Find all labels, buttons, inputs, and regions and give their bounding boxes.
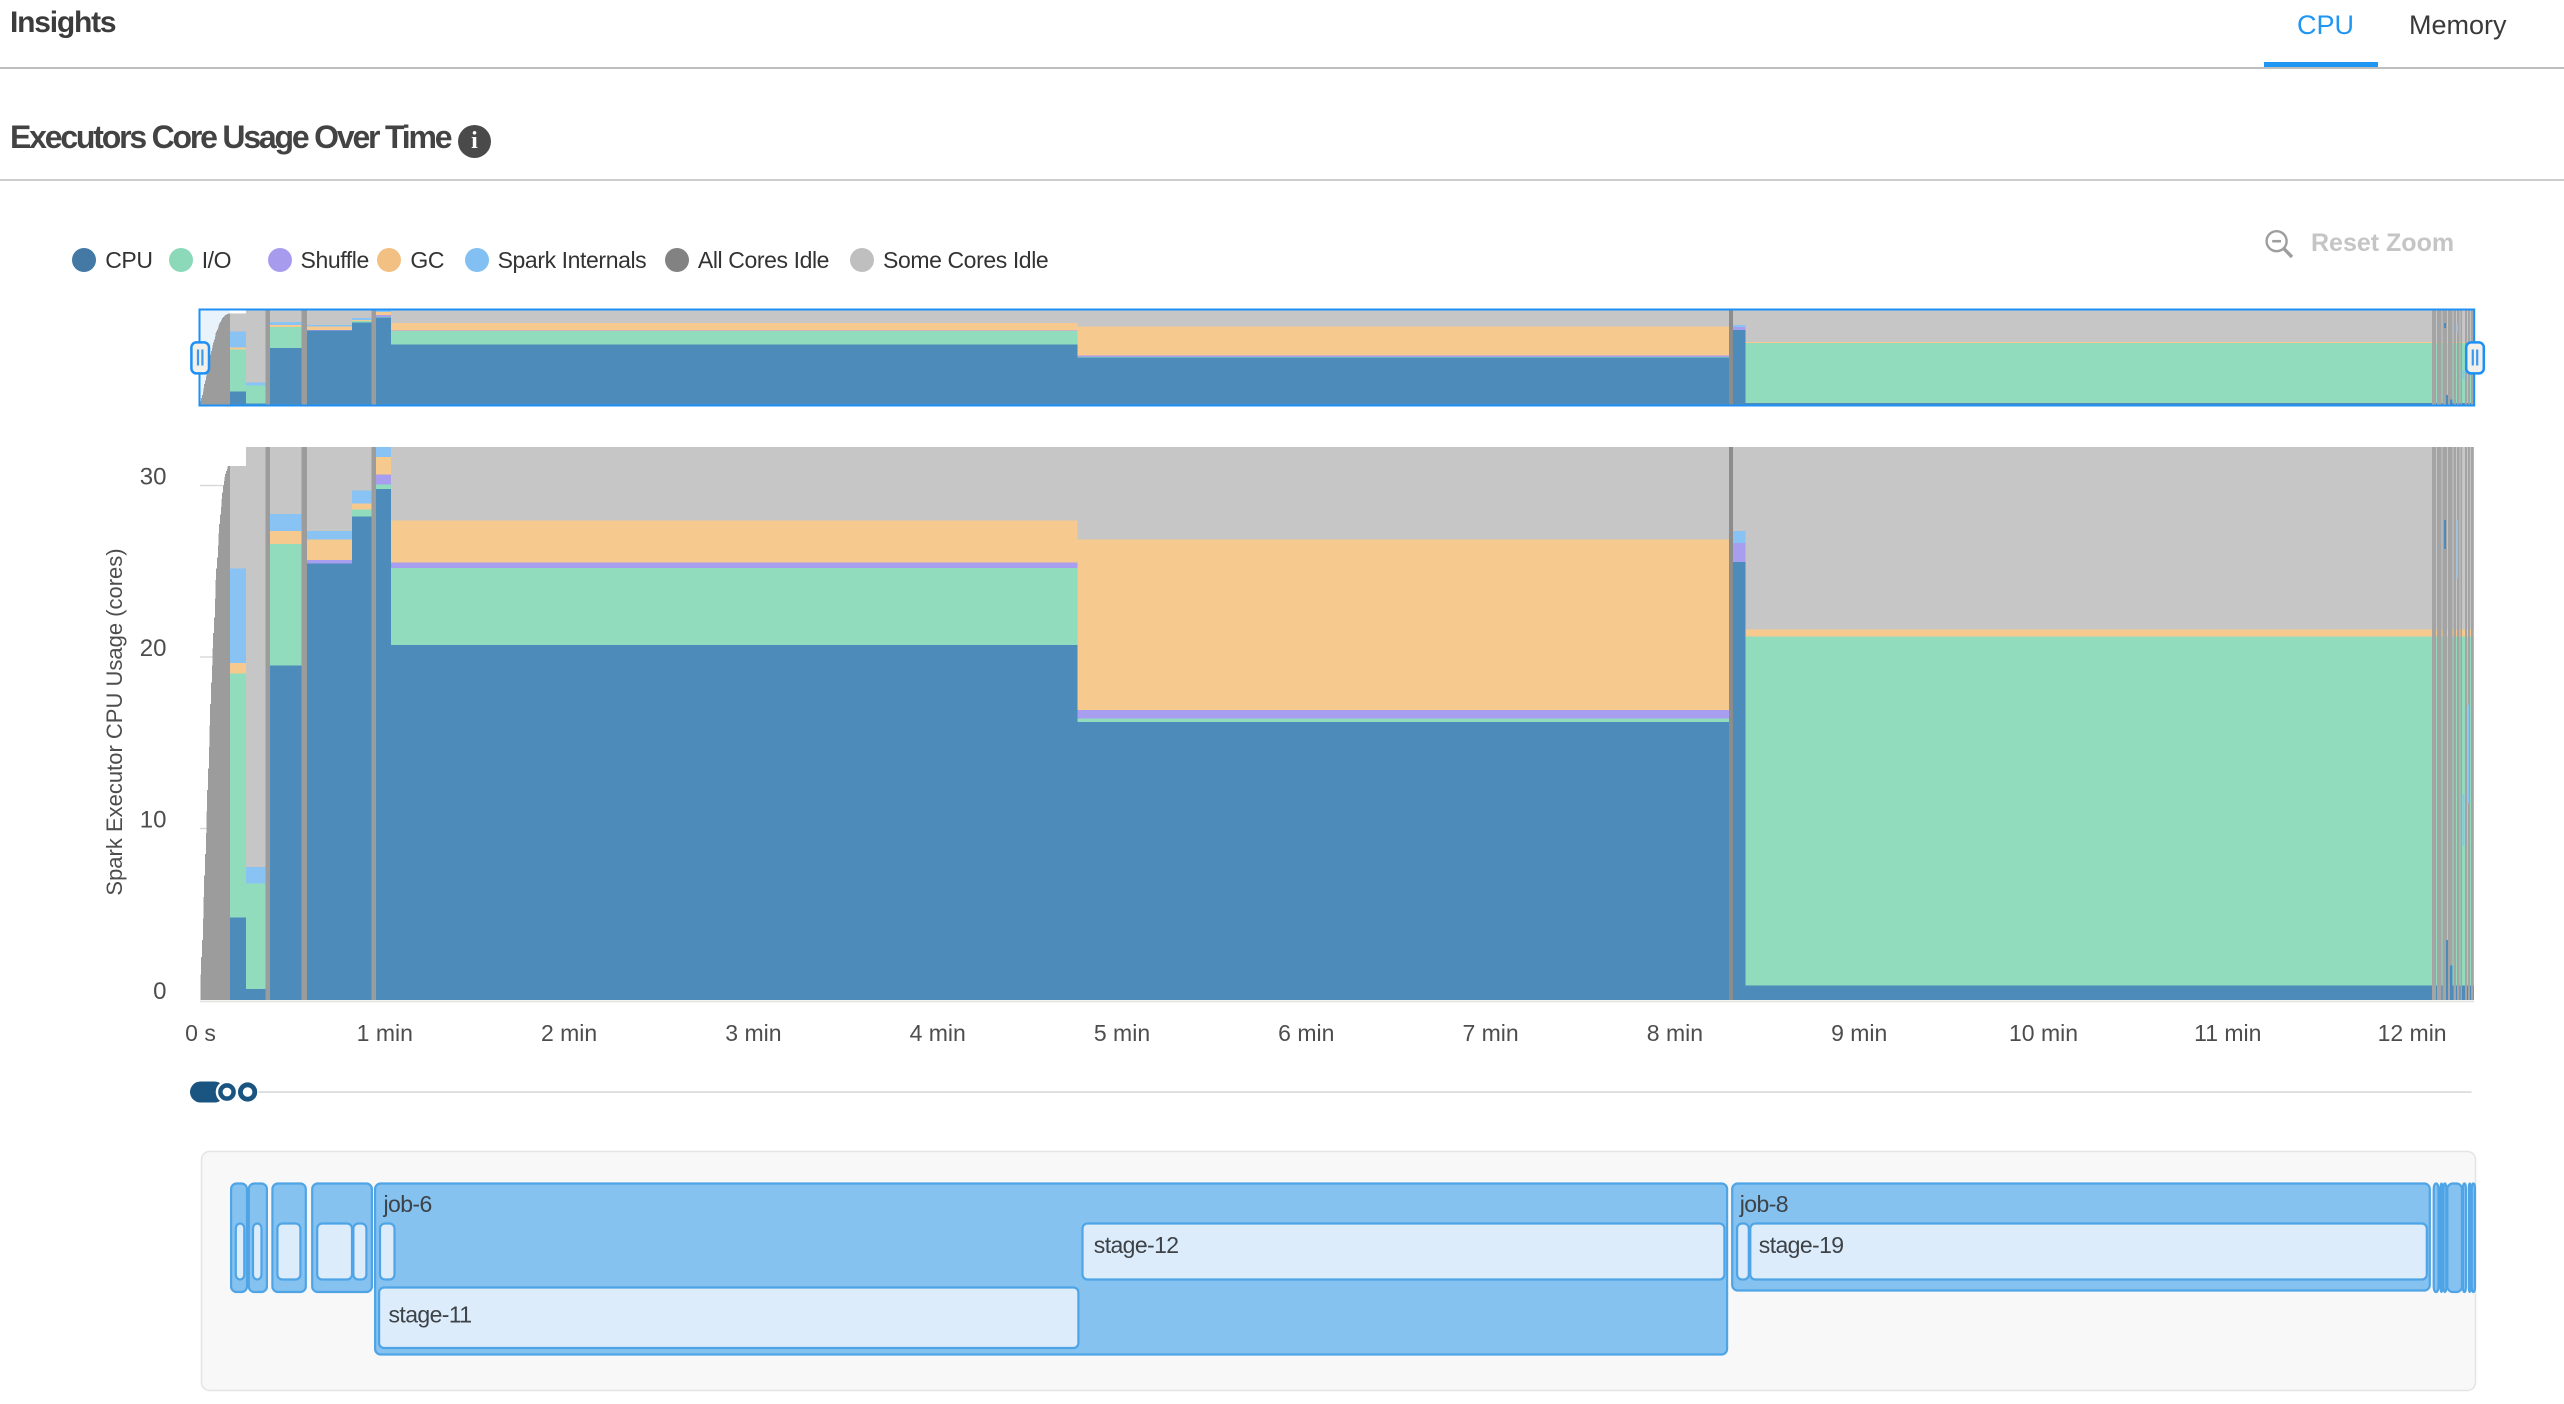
svg-text:10 min: 10 min — [2009, 1020, 2078, 1046]
svg-text:2 min: 2 min — [541, 1020, 597, 1046]
svg-text:6 min: 6 min — [1278, 1020, 1334, 1046]
svg-text:20: 20 — [140, 635, 167, 662]
svg-text:3 min: 3 min — [725, 1020, 781, 1046]
svg-text:stage-19: stage-19 — [1759, 1232, 1844, 1258]
svg-text:job-8: job-8 — [1739, 1191, 1788, 1217]
svg-text:11 min: 11 min — [2194, 1020, 2261, 1046]
svg-text:0 s: 0 s — [185, 1020, 216, 1046]
svg-text:8 min: 8 min — [1647, 1020, 1703, 1046]
svg-text:stage-12: stage-12 — [1094, 1232, 1179, 1258]
svg-text:4 min: 4 min — [910, 1020, 966, 1046]
svg-text:0: 0 — [153, 978, 166, 1005]
svg-text:1 min: 1 min — [357, 1020, 413, 1046]
svg-text:9 min: 9 min — [1831, 1020, 1887, 1046]
svg-text:12 min: 12 min — [2378, 1020, 2447, 1046]
svg-text:Spark Executor CPU Usage (core: Spark Executor CPU Usage (cores) — [102, 548, 127, 895]
svg-text:stage-11: stage-11 — [389, 1302, 472, 1328]
svg-text:job-6: job-6 — [383, 1191, 432, 1217]
svg-text:30: 30 — [140, 464, 167, 491]
svg-text:5 min: 5 min — [1094, 1020, 1150, 1046]
svg-text:7 min: 7 min — [1462, 1020, 1518, 1046]
svg-text:10: 10 — [140, 807, 167, 834]
